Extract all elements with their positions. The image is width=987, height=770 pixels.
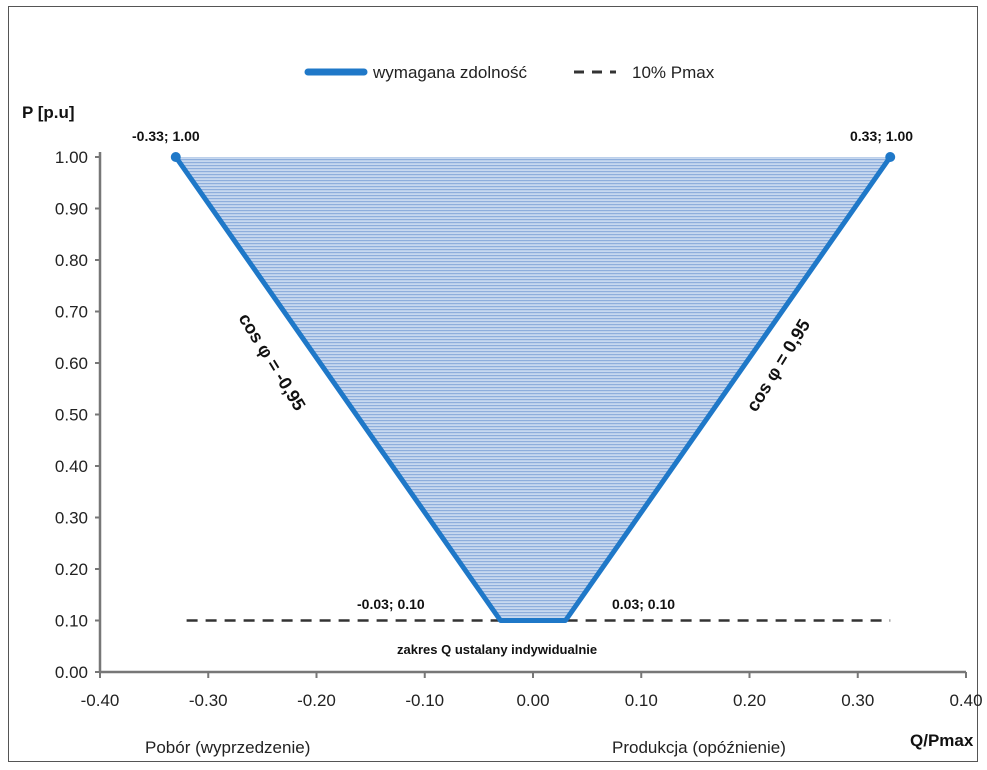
x-right-label: Produkcja (opóźnienie) <box>612 738 786 757</box>
annotation-top-left: -0.33; 1.00 <box>132 128 200 144</box>
x-tick-label: 0.20 <box>733 691 766 710</box>
y-axis-label: P [p.u] <box>22 103 75 122</box>
corner-point-top-right <box>885 152 896 162</box>
x-tick-label: -0.10 <box>405 691 444 710</box>
x-tick-label: 0.10 <box>625 691 658 710</box>
x-tick-label: -0.40 <box>81 691 120 710</box>
range-note: zakres Q ustalany indywidualnie <box>397 642 597 657</box>
y-tick-label: 0.00 <box>55 663 88 682</box>
y-tick-label: 0.70 <box>55 303 88 322</box>
legend-entry-required: wymagana zdolność <box>372 63 528 82</box>
y-ticks: 0.00 0.10 0.20 0.30 0.40 0.50 0.60 0.70 0.80 0.90… <box>55 148 100 682</box>
y-tick-label: 0.40 <box>55 457 88 476</box>
y-tick-label: 0.80 <box>55 251 88 270</box>
annotation-top-right: 0.33; 1.00 <box>850 128 913 144</box>
capability-area <box>175 157 891 621</box>
y-tick-label: 0.10 <box>55 612 88 631</box>
x-axis-label: Q/Pmax <box>910 731 974 750</box>
x-left-label: Pobór (wyprzedzenie) <box>145 738 310 757</box>
x-tick-label: 0.00 <box>516 691 549 710</box>
x-tick-label: 0.40 <box>949 691 982 710</box>
annotation-bottom-left: -0.03; 0.10 <box>357 596 425 612</box>
y-tick-label: 0.30 <box>55 509 88 528</box>
chart-frame <box>8 6 978 762</box>
y-tick-label: 0.50 <box>55 406 88 425</box>
y-tick-label: 0.60 <box>55 354 88 373</box>
y-tick-label: 0.90 <box>55 200 88 219</box>
legend-entry-10pct: 10% Pmax <box>632 63 715 82</box>
x-tick-label: -0.30 <box>189 691 228 710</box>
corner-point-top-left <box>170 152 181 162</box>
y-tick-label: 0.20 <box>55 560 88 579</box>
capability-boundary <box>173 155 893 623</box>
annotation-bottom-right: 0.03; 0.10 <box>612 596 675 612</box>
y-tick-label: 1.00 <box>55 148 88 167</box>
x-tick-label: 0.30 <box>841 691 874 710</box>
x-ticks: -0.40 -0.30 -0.20 -0.10 0.00 0.10 0.20 0.30 0.40 <box>81 672 983 710</box>
legend: wymagana zdolność 10% Pmax <box>304 63 715 82</box>
x-tick-label: -0.20 <box>297 691 336 710</box>
